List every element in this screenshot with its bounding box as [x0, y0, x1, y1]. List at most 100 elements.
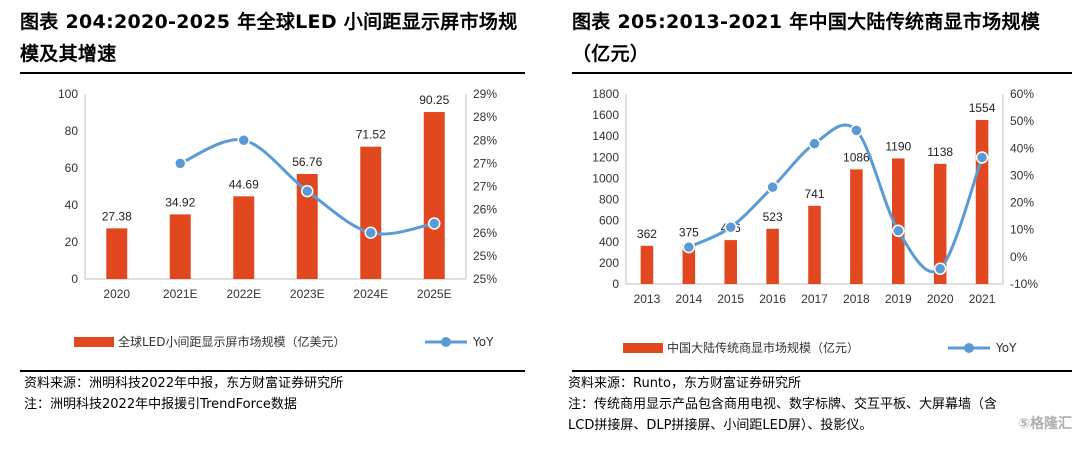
right-yoy-point: [808, 137, 821, 150]
left-left-tick-label: 20: [65, 235, 79, 249]
right-bar-value-label: 375: [679, 225, 699, 239]
left-source-note: 资料来源：洲明科技2022年中报，东方财富证券研究所: [24, 376, 344, 391]
left-category-label: 2020: [103, 287, 130, 301]
left-footnote: 注：洲明科技2022年中报援引TrendForce数据: [24, 397, 297, 412]
right-left-tick-label: 800: [599, 193, 619, 207]
right-right-tick-label: 10%: [1010, 223, 1034, 237]
left-bar-value-label: 71.52: [356, 128, 386, 142]
right-category-label: 2015: [717, 292, 744, 306]
left-title-rule: [20, 72, 525, 74]
left-bar-value-label: 90.25: [419, 93, 449, 107]
watermark-logo: ⑤格隆汇: [1018, 416, 1072, 432]
left-left-tick-label: 0: [71, 272, 78, 286]
right-yoy-point: [892, 224, 905, 238]
left-right-tick-label: 26%: [473, 226, 497, 240]
right-footnote-line1: 注：传统商用显示产品包含商用电视、数字标牌、交互平板、大屏幕墙（含: [568, 397, 998, 412]
left-notes-rule: [20, 370, 525, 372]
right-left-tick-label: 1800: [592, 87, 619, 101]
right-left-tick-label: 0: [612, 277, 619, 291]
left-figure-title: 图表 204:2020-2025 年全球LED 小间距显示屏市场规模及其增速: [20, 11, 518, 65]
right-category-label: 2020: [927, 292, 954, 306]
left-yoy-point: [237, 134, 250, 147]
right-bar: [850, 169, 863, 284]
left-bar: [106, 228, 128, 279]
right-left-tick-label: 400: [599, 235, 619, 249]
right-bar-value-label: 1086: [843, 150, 870, 164]
left-right-tick-label: 25%: [473, 272, 497, 286]
left-bar-value-label: 56.76: [292, 155, 322, 169]
left-bar: [296, 173, 318, 279]
left-right-tick-label: 28%: [473, 133, 497, 147]
left-category-label: 2025E: [417, 287, 452, 301]
left-left-tick-label: 40: [65, 198, 79, 212]
right-bar: [724, 240, 738, 284]
right-left-tick-label: 1400: [592, 129, 619, 143]
right-bar: [682, 244, 696, 284]
right-legend-bar-label: 中国大陆传统商显市场规模（亿元）: [667, 340, 859, 355]
left-right-tick-label: 25%: [473, 249, 497, 263]
right-yoy-point: [975, 151, 989, 164]
left-category-label: 2021E: [163, 287, 198, 301]
right-bar-value-label: 1554: [969, 101, 996, 115]
right-left-tick-label: 200: [599, 256, 619, 270]
left-bar-value-label: 44.69: [229, 177, 259, 191]
right-right-tick-label: 40%: [1010, 141, 1034, 155]
left-yoy-point: [301, 184, 314, 198]
right-yoy-point: [933, 262, 947, 276]
right-chart: 0 200 400 600 800 1000 1200 1400 1600 1800 -10% 0% 1…: [592, 87, 1038, 355]
left-right-tick-label: 29%: [473, 87, 497, 101]
right-category-label: 2016: [759, 292, 786, 306]
right-category-label: 2019: [885, 292, 912, 306]
right-bar-value-label: 741: [804, 187, 824, 201]
left-bar: [169, 214, 191, 279]
right-category-label: 2014: [675, 292, 702, 306]
left-bar: [423, 112, 445, 279]
right-bar: [891, 158, 905, 284]
right-left-tick-label: 1200: [592, 150, 619, 164]
right-figure: 图表 205:2013-2021 年中国大陆传统商显市场规模（亿元） 0 200 4…: [556, 0, 1080, 449]
left-bar: [360, 146, 382, 279]
left-legend-line-marker: [441, 337, 451, 347]
right-category-label: 2017: [801, 292, 828, 306]
right-source-note: 资料来源：Runto，东方财富证券研究所: [568, 376, 801, 391]
right-yoy-point: [766, 180, 779, 194]
right-bar-value-label: 1190: [885, 139, 911, 153]
right-title-rule: [572, 72, 1072, 74]
left-bar: [233, 196, 255, 279]
left-left-tick-label: 60: [65, 161, 79, 175]
right-category-label: 2021: [969, 292, 996, 306]
right-bar-value-label: 1138: [927, 145, 953, 159]
right-category-label: 2013: [634, 292, 661, 306]
left-yoy-point: [174, 157, 187, 170]
left-category-label: 2024E: [353, 287, 388, 301]
right-yoy-point: [724, 221, 737, 234]
right-figure-title: 图表 205:2013-2021 年中国大陆传统商显市场规模（亿元）: [572, 11, 1041, 65]
right-legend-line-label: YoY: [995, 341, 1017, 355]
right-right-tick-label: -10%: [1010, 277, 1038, 291]
right-right-tick-label: 20%: [1010, 196, 1034, 210]
right-notes-rule: [572, 370, 1072, 372]
left-yoy-point: [428, 217, 441, 230]
right-bar: [766, 228, 779, 284]
left-figure: 图表 204:2020-2025 年全球LED 小间距显示屏市场规模及其增速 0…: [20, 11, 525, 412]
right-bar: [640, 245, 654, 284]
left-right-tick-label: 27%: [473, 156, 497, 170]
right-left-tick-label: 600: [599, 214, 619, 228]
right-bar: [808, 205, 821, 284]
left-right-tick-label: 26%: [473, 203, 497, 217]
right-right-tick-label: 50%: [1010, 114, 1034, 128]
right-category-label: 2018: [843, 292, 870, 306]
left-left-tick-label: 80: [65, 124, 79, 138]
left-category-label: 2023E: [290, 287, 325, 301]
left-legend-bar-swatch: [74, 337, 114, 347]
left-bar-value-label: 27.38: [102, 209, 132, 223]
left-left-tick-label: 100: [58, 87, 78, 101]
right-yoy-point: [682, 240, 696, 254]
left-right-tick-label: 28%: [473, 110, 497, 124]
left-legend-bar-label: 全球LED小间距显示屏市场规模（亿美元）: [118, 334, 346, 349]
right-bar: [933, 163, 947, 284]
right-footnote-line2: LCD拼接屏、DLP拼接屏、小间距LED屏）、投影仪。: [568, 418, 873, 433]
right-yoy-point: [850, 124, 863, 137]
right-bar: [975, 119, 989, 284]
left-legend-line-label: YoY: [472, 335, 494, 349]
